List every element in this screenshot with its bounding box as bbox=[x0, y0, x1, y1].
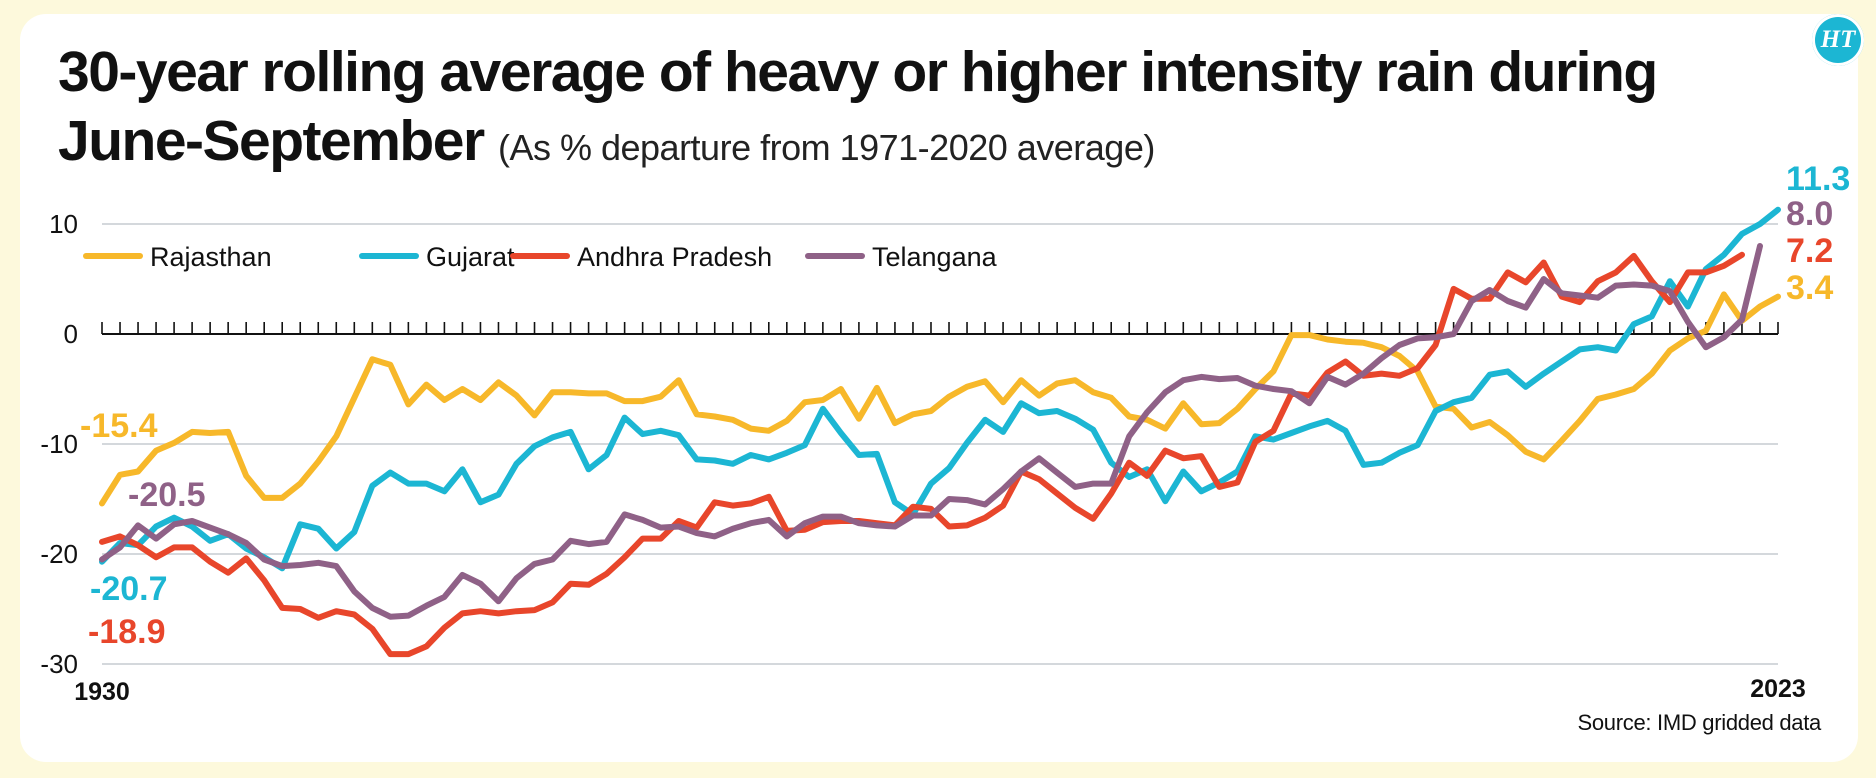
legend-label: Gujarat bbox=[426, 242, 515, 272]
chart-title: 30-year rolling average of heavy or high… bbox=[58, 38, 1778, 182]
chart-card bbox=[20, 14, 1858, 762]
legend-label: Rajasthan bbox=[150, 242, 272, 272]
series-line-andhra-pradesh bbox=[99, 251, 1745, 658]
legend-item-rajasthan: Rajasthan bbox=[83, 242, 272, 272]
y-tick-label: 10 bbox=[49, 209, 78, 239]
end-label-rajasthan: 3.4 bbox=[1786, 269, 1833, 307]
series-line-rajasthan bbox=[99, 291, 1781, 507]
ht-logo: HT bbox=[1812, 14, 1864, 66]
end-labels: -15.4 3.4 -20.7 11.3 -18.9 7.2 -20.5 8.0 bbox=[80, 160, 1850, 651]
series-lines bbox=[99, 206, 1781, 658]
x-tick-label-end: 2023 bbox=[1750, 675, 1806, 703]
end-label-telangana: 8.0 bbox=[1786, 195, 1833, 233]
legend-item-gujarat: Gujarat bbox=[359, 242, 515, 272]
y-tick-label: -20 bbox=[40, 539, 78, 569]
start-label-telangana: -20.5 bbox=[128, 476, 206, 514]
legend: Rajasthan Gujarat Andhra Pradesh Telangana bbox=[83, 242, 998, 272]
legend-item-telangana: Telangana bbox=[805, 242, 998, 272]
title-text: 30-year rolling average of heavy or high… bbox=[58, 40, 1658, 173]
y-tick-label: -30 bbox=[40, 649, 78, 679]
start-label-gujarat: -20.7 bbox=[90, 570, 168, 608]
y-tick-label: -10 bbox=[40, 429, 78, 459]
start-label-andhra-pradesh: -18.9 bbox=[88, 613, 166, 651]
legend-label: Andhra Pradesh bbox=[577, 242, 772, 272]
y-tick-label: 0 bbox=[64, 319, 78, 349]
x-tick-label-start: 1930 bbox=[74, 678, 130, 706]
end-label-andhra-pradesh: 7.2 bbox=[1786, 232, 1833, 270]
legend-item-andhra-pradesh: Andhra Pradesh bbox=[510, 242, 772, 272]
legend-label: Telangana bbox=[872, 242, 998, 272]
end-label-gujarat: 11.3 bbox=[1786, 160, 1850, 198]
series-line-gujarat bbox=[99, 206, 1781, 572]
start-label-rajasthan: -15.4 bbox=[80, 407, 158, 445]
source-note: Source: IMD gridded data bbox=[1577, 710, 1822, 735]
series-line-telangana bbox=[99, 243, 1763, 620]
chart-subtitle: (As % departure from 1971-2020 average) bbox=[497, 127, 1155, 168]
grid bbox=[102, 223, 1778, 665]
